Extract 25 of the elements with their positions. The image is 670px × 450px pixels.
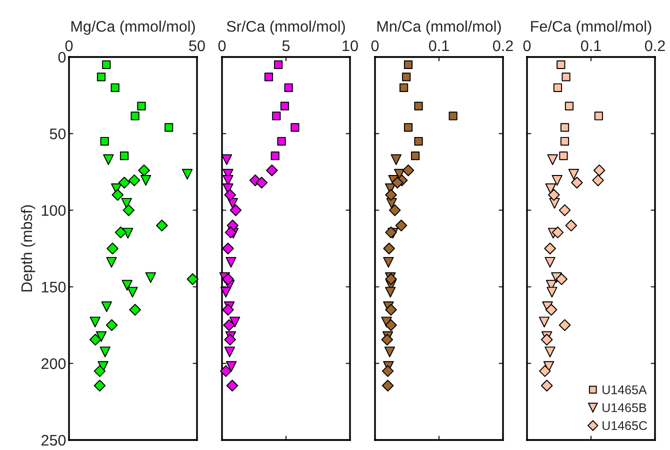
x-tick-label: 10	[342, 40, 358, 52]
legend-label: U1465B	[602, 403, 646, 412]
y-tick-label: 100	[42, 205, 66, 216]
x-axis-title: Mn/Ca (mmol/mol)	[377, 20, 501, 35]
y-tick-label: 50	[50, 128, 66, 140]
y-tick-label: 150	[42, 282, 66, 292]
legend-label: U1465C	[602, 421, 648, 430]
x-axis-title: Fe/Ca (mmol/mol)	[531, 20, 652, 35]
x-tick-label: 0.2	[492, 40, 513, 52]
y-tick-label: 200	[42, 358, 66, 370]
x-tick-label: 50	[189, 40, 205, 52]
x-tick-label: 5	[282, 40, 290, 52]
x-axis-title: Sr/Ca (mmol/mol)	[226, 20, 345, 35]
y-axis-title: Depth (mbsf)	[20, 205, 36, 292]
y-tick-label: 0	[58, 52, 66, 63]
x-tick-label: 0.1	[428, 40, 449, 52]
x-tick-label: 0	[218, 40, 226, 52]
x-tick-label: 0	[371, 40, 379, 52]
x-tick-label: 0.1	[580, 40, 601, 52]
y-tick-label: 250	[42, 434, 66, 446]
x-tick-label: 0.2	[644, 40, 665, 52]
legend-label: U1465A	[602, 385, 647, 394]
x-tick-label: 0	[523, 40, 531, 52]
x-axis-title: Mg/Ca (mmol/mol)	[71, 20, 195, 35]
x-tick-label: 0	[65, 40, 73, 52]
